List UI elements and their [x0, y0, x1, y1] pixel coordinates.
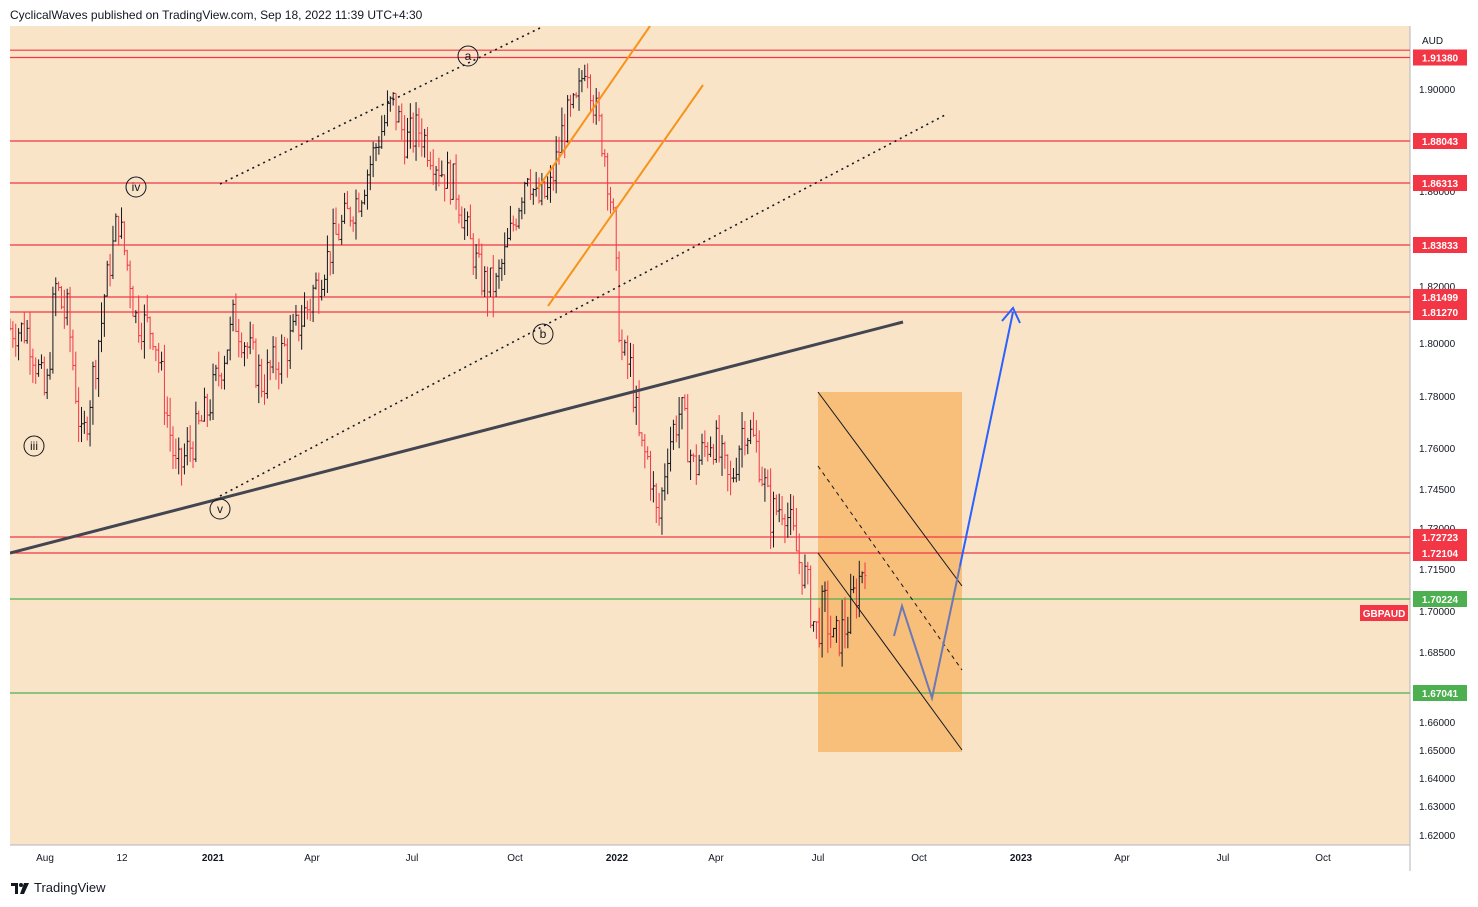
price-level-label: 1.83833	[1422, 241, 1459, 252]
y-tick-label: 1.80000	[1419, 339, 1456, 350]
price-level-badge	[1413, 133, 1467, 149]
price-level-label: 1.81499	[1422, 293, 1459, 304]
price-level-badge	[1413, 529, 1467, 545]
price-level-label: 1.91380	[1422, 54, 1459, 65]
y-tick-label: 1.63000	[1419, 802, 1456, 813]
price-level-label: 1.72104	[1422, 549, 1459, 560]
plot-background	[10, 26, 1410, 845]
price-level-badge	[1413, 591, 1467, 607]
price-level-label: 1.72723	[1422, 533, 1459, 544]
falling-channel-upper	[817, 391, 963, 587]
y-tick-label: 1.62000	[1419, 831, 1456, 842]
price-level-badge	[1413, 304, 1467, 320]
wave-circle	[457, 45, 479, 67]
price-level-label: 1.81270	[1422, 308, 1459, 319]
projection-zone	[818, 392, 962, 752]
price-level-label: 1.67041	[1422, 689, 1459, 700]
price-level-badge	[1413, 49, 1467, 66]
x-tick-label: Jul	[812, 853, 825, 864]
x-tick-label: 2022	[606, 853, 629, 864]
projection-up-line	[959, 311, 1014, 567]
long-trendline	[9, 320, 904, 555]
price-level-label: 1.86313	[1422, 179, 1459, 190]
price-level-badge	[1413, 289, 1467, 305]
currency-label: AUD	[1422, 36, 1443, 47]
orange-channel-upper	[537, 25, 651, 189]
x-tick-label: Apr	[1114, 853, 1130, 864]
wave-label: iv	[132, 180, 141, 194]
price-axis-background	[1410, 26, 1468, 871]
x-tick-label: 12	[116, 853, 128, 864]
price-level-badge	[1413, 685, 1467, 701]
falling-channel-mid	[817, 465, 963, 671]
x-tick-label: Apr	[708, 853, 724, 864]
x-tick-label: Oct	[1315, 853, 1331, 864]
price-level-badge	[1413, 175, 1467, 191]
y-tick-label: 1.86000	[1419, 187, 1456, 198]
wave-label: v	[217, 502, 223, 516]
dotted-channel-lower	[219, 113, 948, 497]
symbol-badge[interactable]: GBPAUD	[1360, 605, 1408, 621]
projection-arrowhead	[1001, 306, 1021, 324]
price-level-label: 1.70224	[1422, 595, 1459, 606]
falling-channel-lower	[817, 552, 963, 751]
price-level-badge	[1413, 545, 1467, 561]
x-tick-label: Jul	[1217, 853, 1230, 864]
y-tick-label: 1.70000	[1419, 607, 1456, 618]
wave-circle	[23, 435, 45, 457]
y-tick-label: 1.66000	[1419, 718, 1456, 729]
y-tick-label: 1.68500	[1419, 648, 1456, 659]
wave-circle	[532, 323, 554, 345]
y-tick-label: 1.78000	[1419, 392, 1456, 403]
wave-label: a	[465, 49, 472, 63]
y-tick-label: 1.82000	[1419, 282, 1456, 293]
orange-channel-lower	[547, 84, 704, 307]
time-axis-background	[10, 845, 1410, 871]
y-tick-label: 1.90000	[1419, 85, 1456, 96]
x-tick-label: 2023	[1010, 853, 1033, 864]
wave-circle	[125, 176, 147, 198]
x-tick-label: Jul	[406, 853, 419, 864]
tradingview-footer[interactable]: TradingView	[10, 880, 106, 895]
y-tick-label: 1.74500	[1419, 485, 1456, 496]
y-tick-label: 1.65000	[1419, 746, 1456, 757]
price-level-label: 1.88043	[1422, 137, 1459, 148]
wave-label: b	[540, 327, 547, 341]
wave-label: iii	[30, 439, 38, 453]
wave-circle	[209, 498, 231, 520]
x-tick-label: Oct	[911, 853, 927, 864]
price-level-badge	[1413, 237, 1467, 253]
x-tick-label: Oct	[507, 853, 523, 864]
x-tick-label: 2021	[202, 853, 225, 864]
tradingview-logo-icon	[11, 882, 29, 894]
x-tick-label: Apr	[304, 853, 320, 864]
y-tick-label: 1.64000	[1419, 774, 1456, 785]
projection-path	[893, 565, 961, 702]
x-tick-label: Aug	[36, 853, 54, 864]
footer-brand: TradingView	[34, 880, 106, 895]
y-tick-label: 1.71500	[1419, 565, 1456, 576]
y-tick-label: 1.76000	[1419, 444, 1456, 455]
symbol-label: GBPAUD	[1363, 609, 1406, 620]
publish-info: CyclicalWaves published on TradingView.c…	[10, 8, 423, 22]
